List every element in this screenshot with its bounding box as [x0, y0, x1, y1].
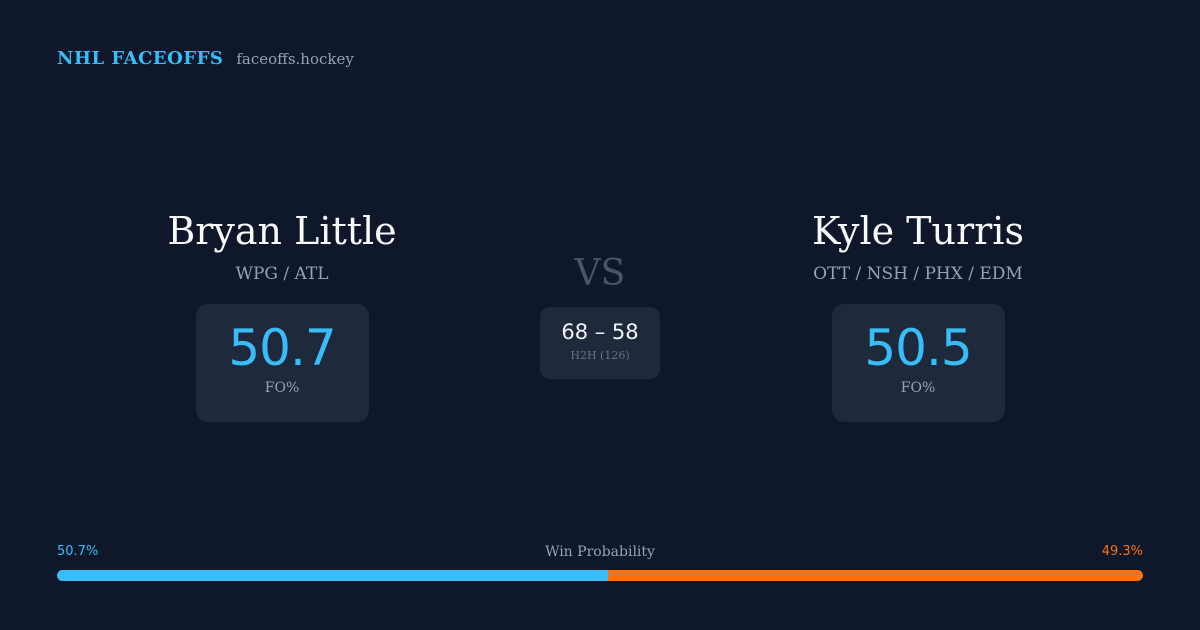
site-domain[interactable]: faceoffs.hockey	[236, 50, 354, 68]
player-right-teams: OTT / NSH / PHX / EDM	[813, 264, 1023, 284]
win-probability-bar	[57, 570, 1143, 581]
player-left-stat-card: 50.7 FO%	[195, 304, 369, 422]
vs-label: VS	[574, 253, 626, 294]
win-probability-left-label: 50.7%	[57, 544, 99, 559]
site-title[interactable]: NHL FACEOFFS	[57, 48, 224, 69]
player-right-panel: Kyle Turris OTT / NSH / PHX / EDM 50.5 F…	[708, 205, 1128, 422]
player-left-fo-value: 50.7	[228, 319, 336, 377]
player-left-name: Bryan Little	[167, 209, 397, 253]
player-left-teams: WPG / ATL	[235, 264, 329, 284]
player-right-stat-card: 50.5 FO%	[831, 304, 1005, 422]
player-right-fo-label: FO%	[900, 380, 936, 396]
win-probability-title: Win Probability	[545, 544, 655, 560]
win-probability-bar-right	[607, 570, 1143, 581]
win-probability-bar-left	[57, 570, 608, 581]
player-right-fo-value: 50.5	[864, 319, 972, 377]
head-to-head-card: 68 – 58 H2H (126)	[540, 307, 660, 379]
win-probability: 50.7% Win Probability 49.3%	[57, 544, 1143, 581]
win-probability-labels: 50.7% Win Probability 49.3%	[57, 544, 1143, 564]
player-left-panel: Bryan Little WPG / ATL 50.7 FO%	[72, 205, 492, 422]
head-to-head-label: H2H (126)	[570, 349, 630, 362]
player-right-name: Kyle Turris	[812, 209, 1024, 253]
brand-header: NHL FACEOFFS faceoffs.hockey	[57, 48, 354, 69]
player-left-fo-label: FO%	[264, 380, 300, 396]
win-probability-right-label: 49.3%	[1101, 544, 1143, 559]
head-to-head-score: 68 – 58	[561, 320, 639, 344]
